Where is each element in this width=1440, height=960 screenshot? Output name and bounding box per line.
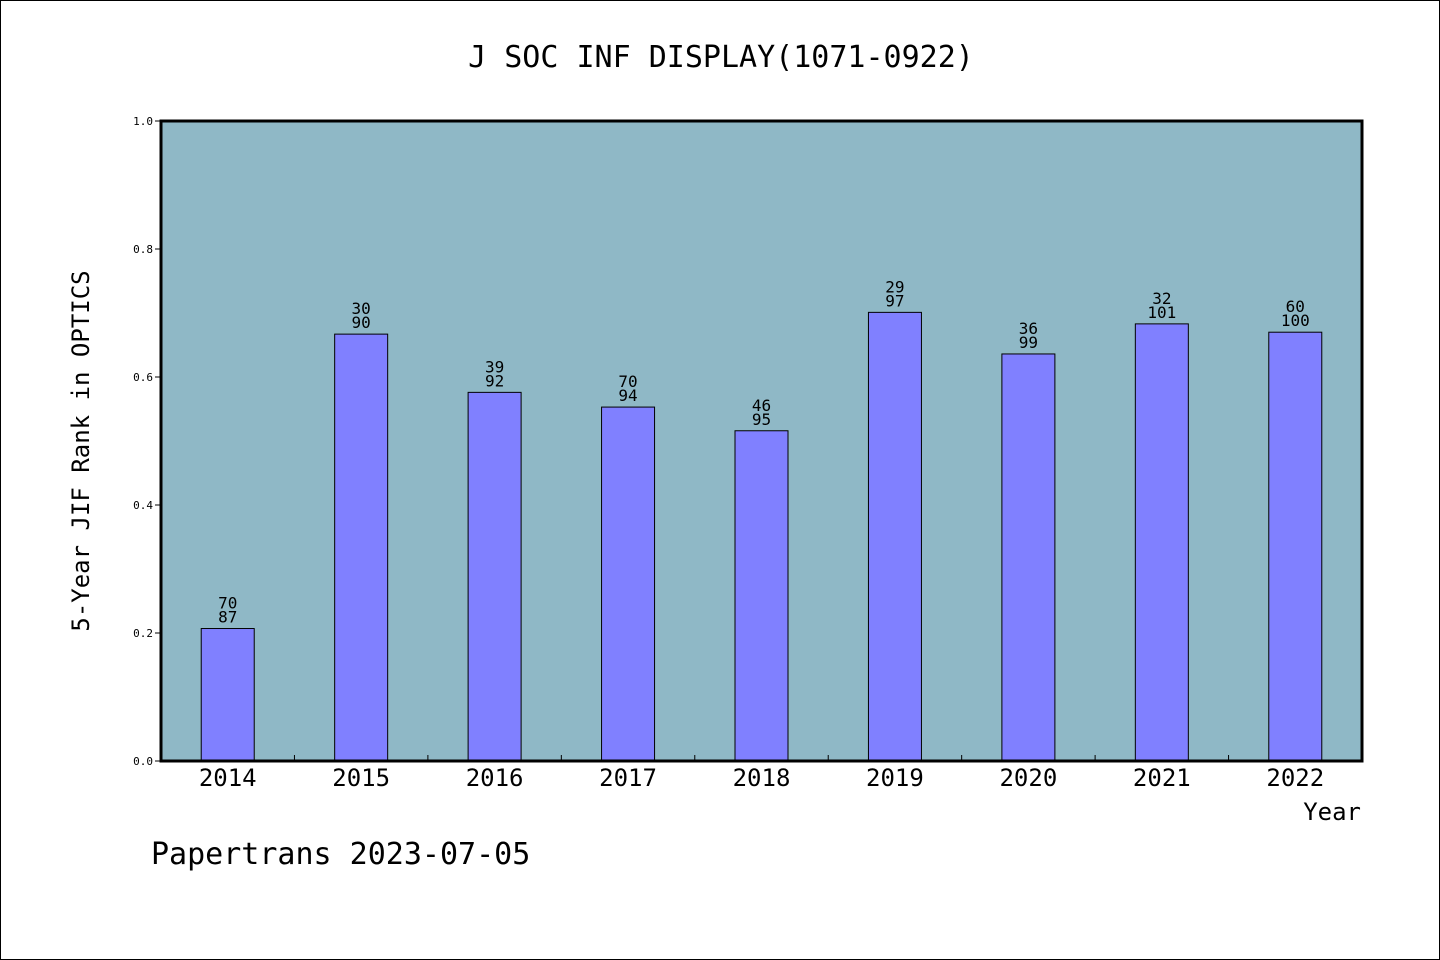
bar-rank-label: 70: [618, 372, 637, 391]
y-tick-label: 0.6: [133, 371, 153, 384]
bar-total-label: 90: [352, 313, 371, 332]
bar-total-label: 99: [1019, 333, 1038, 352]
bar-rank-label: 70: [218, 594, 237, 613]
bar: [1134, 323, 1189, 762]
x-axis-ticks: 2014 2015 2016 2017 2018 2019 2020 2021 2022: [199, 755, 1324, 792]
bar-total-label: 101: [1147, 303, 1176, 322]
bar: [734, 430, 789, 762]
y-tick-label: 0.2: [133, 627, 153, 640]
x-tick-label: 2017: [599, 764, 657, 792]
bar: [1001, 353, 1056, 762]
x-tick-label: 2019: [866, 764, 924, 792]
x-tick-label: 2022: [1266, 764, 1324, 792]
bar-total-label: 87: [218, 608, 237, 627]
bar-total-label: 95: [752, 410, 771, 429]
bar-rank-label: 30: [352, 299, 371, 318]
bar-rank-label: 39: [485, 357, 504, 376]
bar-rank-label: 60: [1286, 297, 1305, 316]
footer-source-date: Papertrans 2023-07-05: [151, 837, 530, 872]
bar: [467, 391, 522, 762]
y-axis-ticks: 0.0 0.2 0.4 0.6 0.8 1.0: [133, 115, 161, 768]
y-axis-label: 5-Year JIF Rank in OPTICS: [67, 270, 95, 631]
bar-total-label: 100: [1281, 311, 1310, 330]
y-tick-label: 0.4: [133, 499, 153, 512]
y-tick-label: 1.0: [133, 115, 153, 128]
bar: [867, 311, 922, 762]
x-axis-label: Year: [1303, 798, 1361, 826]
y-tick-label: 0.8: [133, 243, 153, 256]
bar: [601, 406, 656, 762]
bar: [334, 333, 389, 762]
x-tick-label: 2014: [199, 764, 257, 792]
bar-rank-label: 29: [885, 277, 904, 296]
bar-rank-label: 36: [1019, 319, 1038, 338]
chart-title: J SOC INF DISPLAY(1071-0922): [468, 40, 974, 75]
bar-rank-label: 46: [752, 396, 771, 415]
x-tick-label: 2015: [332, 764, 390, 792]
y-tick-label: 0.0: [133, 755, 153, 768]
bar: [200, 628, 255, 762]
x-tick-label: 2018: [733, 764, 791, 792]
bar-total-label: 94: [618, 386, 637, 405]
bar-total-label: 92: [485, 371, 504, 390]
x-tick-label: 2016: [466, 764, 524, 792]
x-tick-label: 2021: [1133, 764, 1191, 792]
plot-border: [159, 119, 1364, 763]
bar-total-label: 97: [885, 291, 904, 310]
bar: [1268, 331, 1323, 762]
x-tick-label: 2020: [999, 764, 1057, 792]
bar-rank-label: 32: [1152, 289, 1171, 308]
